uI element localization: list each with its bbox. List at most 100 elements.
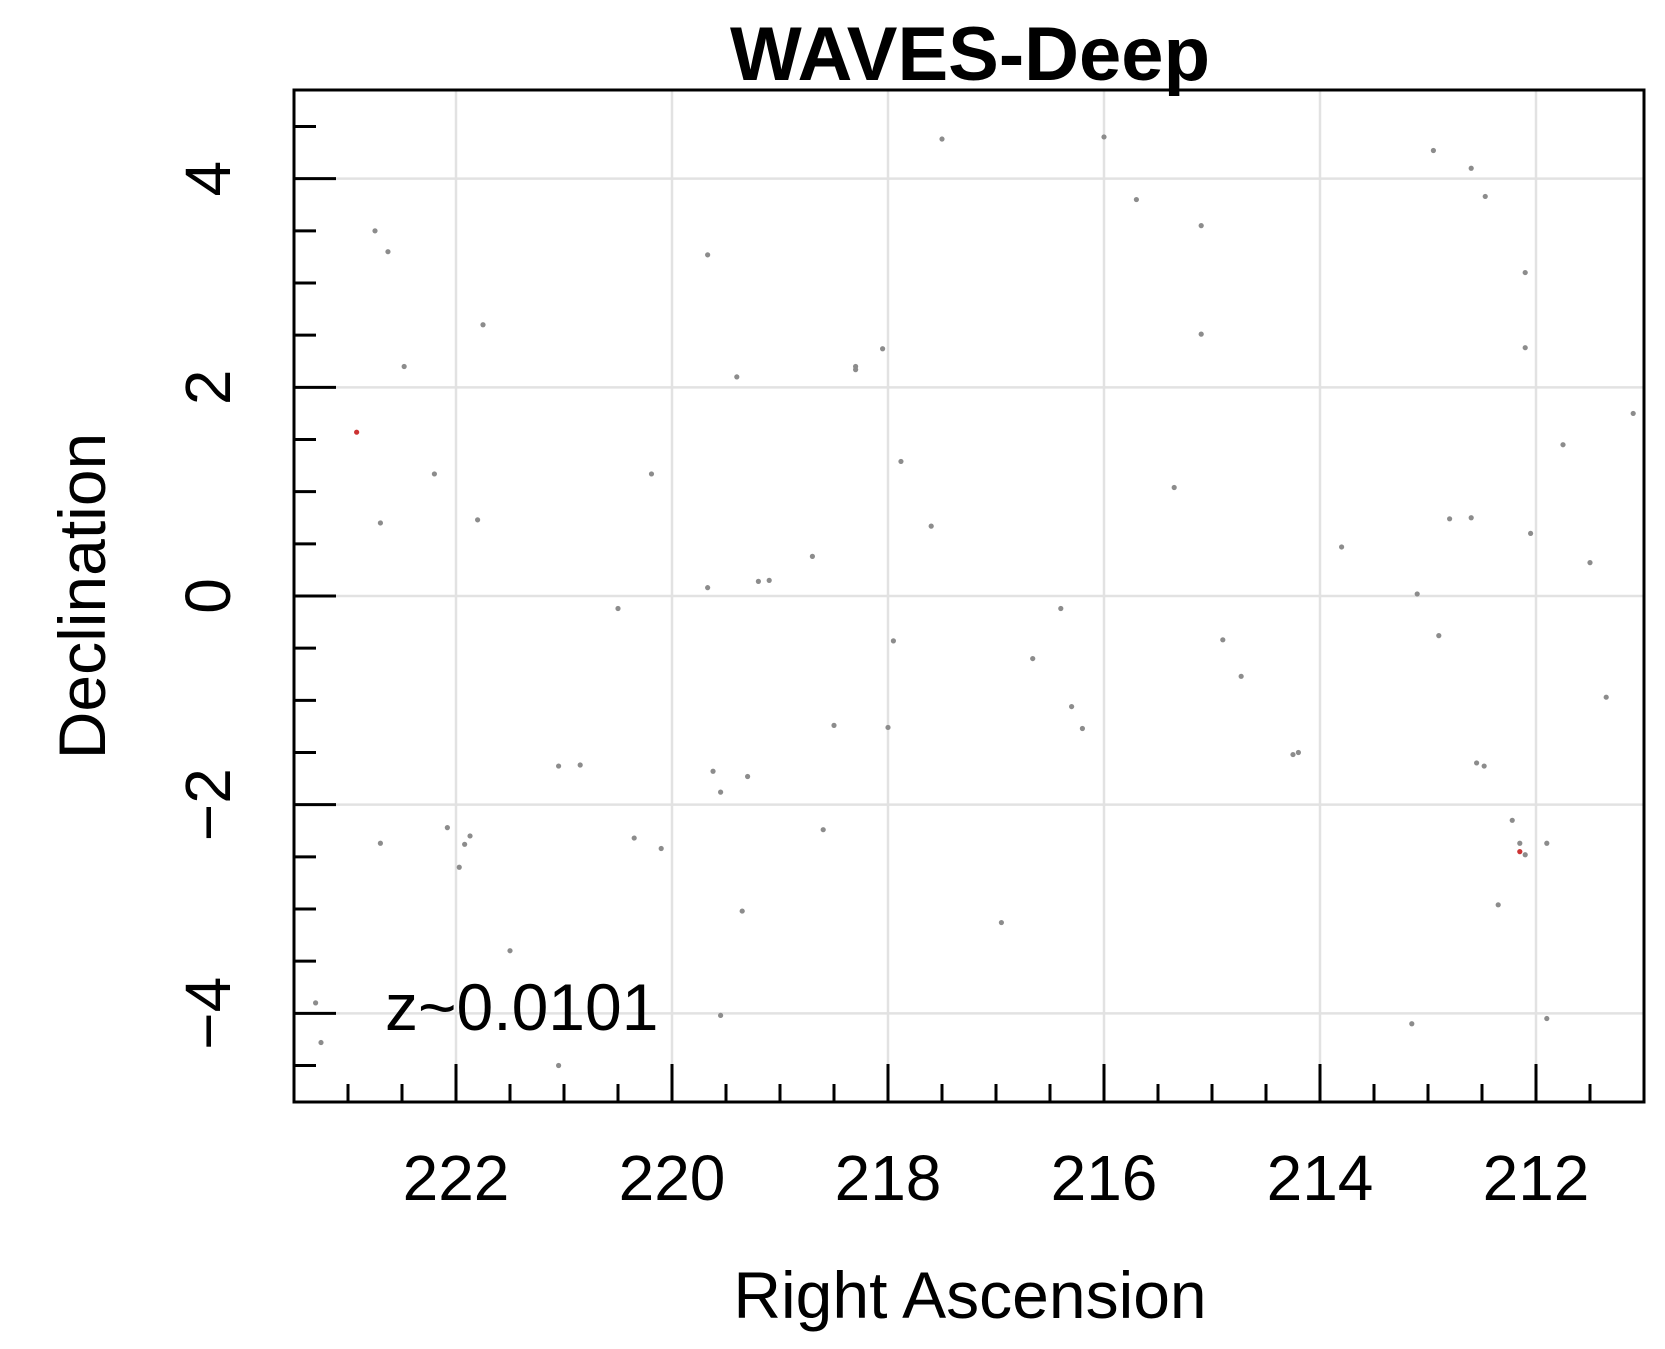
data-point — [1587, 560, 1593, 566]
data-point — [1528, 530, 1534, 537]
x-axis-label: Right Ascension — [733, 1258, 1206, 1332]
data-point — [718, 789, 724, 795]
data-point — [1544, 1015, 1550, 1022]
data-point — [928, 523, 934, 529]
data-point — [1220, 637, 1226, 643]
data-point — [377, 520, 383, 526]
data-point — [475, 517, 481, 523]
data-point — [1436, 633, 1442, 639]
data-point — [831, 722, 837, 728]
data-point — [1295, 749, 1301, 756]
y-tick-label: 2 — [172, 370, 244, 406]
data-point — [1058, 605, 1064, 612]
data-point — [809, 553, 816, 559]
data-point — [1447, 516, 1453, 522]
data-points — [313, 134, 1636, 1069]
data-point — [1603, 694, 1609, 700]
data-point — [1290, 751, 1296, 758]
data-point — [1468, 515, 1474, 521]
x-tick-label: 220 — [619, 1142, 726, 1214]
data-point — [631, 835, 637, 841]
data-point — [1414, 591, 1420, 597]
data-point — [1517, 849, 1523, 855]
data-point — [1030, 655, 1036, 662]
data-point — [480, 322, 486, 328]
y-tick-label: −2 — [172, 768, 244, 841]
data-point — [1079, 725, 1085, 732]
y-axis-label: Declination — [45, 433, 119, 760]
data-point — [467, 833, 473, 839]
data-point — [318, 1039, 324, 1046]
data-point — [1133, 196, 1139, 203]
data-point — [885, 724, 891, 731]
x-tick-label: 214 — [1267, 1142, 1374, 1214]
data-point — [766, 577, 772, 583]
y-tick-label: 0 — [172, 578, 244, 614]
x-tick-label: 218 — [835, 1142, 942, 1214]
data-point — [444, 825, 450, 831]
data-point — [1409, 1021, 1415, 1027]
data-point — [898, 458, 904, 465]
data-point — [1630, 410, 1636, 417]
data-point — [1482, 193, 1488, 200]
data-point — [313, 1000, 319, 1006]
data-point — [1522, 269, 1528, 276]
data-point — [1560, 442, 1566, 448]
data-point — [1171, 484, 1177, 491]
data-point — [658, 845, 664, 852]
data-point — [377, 840, 383, 846]
data-point — [354, 429, 360, 435]
data-point — [705, 252, 711, 258]
data-point — [755, 578, 762, 584]
x-tick-label: 222 — [403, 1142, 510, 1214]
data-point — [556, 1062, 562, 1069]
data-point — [890, 638, 897, 644]
y-tick-label: 4 — [172, 161, 244, 197]
data-point — [456, 864, 462, 870]
data-point — [734, 374, 740, 380]
data-point — [705, 585, 711, 591]
data-point — [401, 363, 407, 370]
data-point — [939, 136, 945, 142]
data-point — [820, 827, 826, 833]
data-point — [745, 773, 751, 780]
data-point — [998, 919, 1005, 926]
redshift-annotation: z~0.0101 — [385, 970, 658, 1044]
data-point — [880, 346, 886, 352]
data-point — [1198, 331, 1204, 337]
data-point — [1238, 673, 1244, 679]
data-point — [710, 768, 716, 774]
data-point — [615, 605, 621, 612]
data-point — [1517, 840, 1523, 846]
x-tick-label: 216 — [1051, 1142, 1158, 1214]
y-tick-label: −4 — [172, 977, 244, 1050]
data-point — [1430, 147, 1436, 154]
data-point — [577, 762, 583, 768]
data-point — [1509, 817, 1515, 823]
data-point — [648, 471, 655, 477]
data-point — [462, 841, 468, 847]
data-point — [1069, 703, 1075, 710]
data-point — [718, 1012, 724, 1019]
data-point — [1481, 763, 1487, 769]
data-point — [385, 249, 391, 255]
data-point — [1339, 544, 1345, 550]
data-point — [739, 908, 745, 914]
y-axis: 4 2 0 −2 −4 — [172, 125, 336, 1067]
data-point — [1468, 165, 1474, 171]
data-point — [556, 763, 562, 769]
data-point — [507, 948, 513, 954]
data-point — [1101, 134, 1107, 140]
data-point — [1198, 223, 1204, 229]
data-point — [1474, 760, 1480, 766]
x-tick-label: 212 — [1483, 1142, 1590, 1214]
data-point — [1522, 852, 1528, 858]
data-point — [853, 367, 859, 373]
data-point — [372, 228, 378, 234]
data-point — [1495, 902, 1501, 908]
grid-lines — [294, 90, 1644, 1102]
x-axis: 222 220 218 216 214 212 — [292, 1064, 1646, 1214]
data-point — [431, 471, 437, 477]
chart-title: WAVES-Deep — [730, 12, 1210, 97]
